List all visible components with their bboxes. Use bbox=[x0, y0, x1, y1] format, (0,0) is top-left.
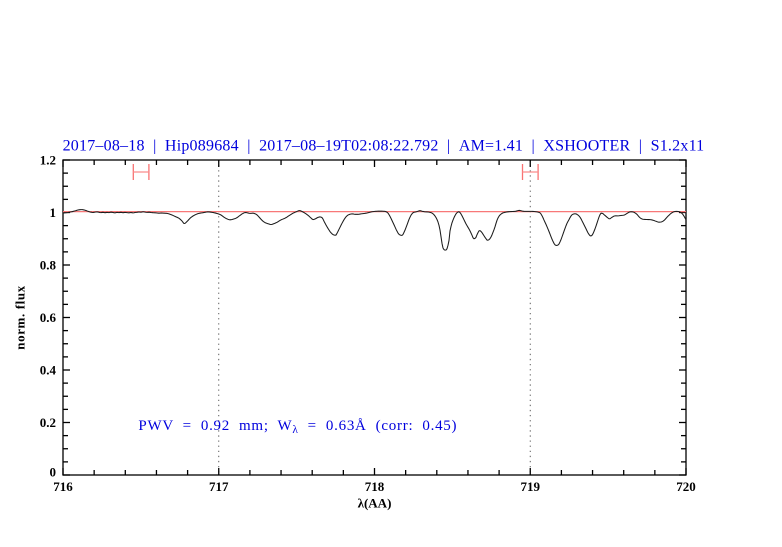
svg-text:716: 716 bbox=[53, 479, 73, 494]
svg-text:719: 719 bbox=[521, 479, 541, 494]
svg-text:0: 0 bbox=[50, 464, 57, 479]
svg-text:0.4: 0.4 bbox=[40, 362, 57, 377]
svg-text:λ(AA): λ(AA) bbox=[358, 496, 392, 511]
svg-text:718: 718 bbox=[365, 479, 385, 494]
svg-text:norm. flux: norm. flux bbox=[12, 285, 27, 350]
svg-text:PWV = 0.92 mm; Wλ = 0.63: PWV = 0.92 mm; Wλ = 0.63Å (corr: 0.45) bbox=[138, 418, 457, 436]
svg-text:717: 717 bbox=[209, 479, 229, 494]
svg-text:2017–08–18 | Hip089684 | 2: 2017–08–18 | Hip089684 | 2017–08–19T02:0… bbox=[63, 137, 705, 154]
svg-text:1.2: 1.2 bbox=[40, 152, 56, 167]
svg-text:0.2: 0.2 bbox=[40, 415, 56, 430]
svg-text:1: 1 bbox=[50, 205, 57, 220]
svg-text:0.6: 0.6 bbox=[40, 310, 57, 325]
svg-text:0.8: 0.8 bbox=[40, 257, 57, 272]
svg-text:720: 720 bbox=[676, 479, 696, 494]
